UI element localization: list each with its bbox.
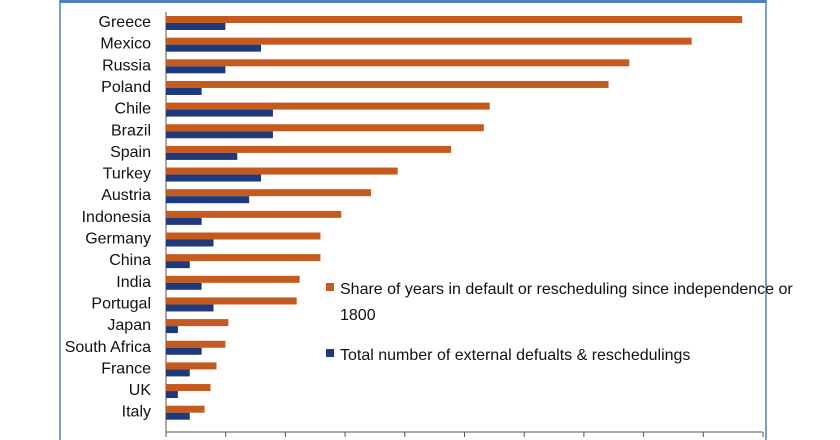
category-label: Greece [99,14,152,31]
category-label: Turkey [103,166,151,183]
bar-defaults-count [166,412,190,420]
bar-share-years [166,145,452,153]
bar-share-years [166,340,226,348]
bar-defaults-count [166,87,202,95]
legend-label-defaults: Total number of external defualts & resc… [340,347,690,364]
bar-share-years [166,189,371,197]
bar-share-years [166,37,692,45]
bar-defaults-count [166,131,273,139]
category-label: Chile [115,101,152,118]
bar-defaults-count [166,23,226,30]
bar-defaults-count [166,66,226,74]
bar-share-years [166,319,229,327]
category-label: India [116,274,151,291]
legend: Share of years in default or reschedulin… [326,281,793,364]
category-label: Poland [101,79,151,96]
category-label: Spain [110,144,151,161]
bars-group [166,16,743,420]
bar-defaults-count [166,391,178,399]
bar-share-years [166,167,398,175]
bar-share-years [166,275,300,283]
legend-swatch-share [326,283,334,291]
category-label: Italy [122,404,151,421]
category-label: China [109,252,151,269]
bar-defaults-count [166,174,262,182]
category-label: Russia [102,57,151,74]
category-label: South Africa [65,339,151,356]
bar-defaults-count [166,196,250,204]
bar-share-years [166,362,217,370]
bar-share-years [166,254,321,262]
category-label: France [101,360,151,377]
bar-defaults-count [166,261,190,269]
bar-share-years [166,232,321,240]
bar-defaults-count [166,369,190,377]
bar-defaults-count [166,239,214,247]
bar-share-years [166,405,205,413]
category-label: UK [129,382,152,399]
category-label: Portugal [91,295,151,312]
x-axis-ticks [165,432,764,437]
bar-defaults-count [166,152,238,160]
category-label: Brazil [111,122,151,139]
bar-share-years [166,102,490,110]
bar-share-years [166,16,743,23]
bar-defaults-count [166,347,202,355]
legend-swatch-defaults [326,349,334,357]
legend-label-share-line1: Share of years in default or reschedulin… [340,281,793,298]
bar-share-years [166,297,297,305]
bar-defaults-count [166,44,262,52]
bar-share-years [166,124,484,132]
category-labels: Greece Mexico Russia Poland Chile Brazil Spain… [65,14,152,421]
bar-defaults-count [166,217,202,225]
bar-defaults-count [166,109,273,117]
bar-share-years [166,210,342,218]
bar-defaults-count [166,326,178,334]
category-label: Austria [101,187,151,204]
category-label: Mexico [100,36,151,53]
bar-defaults-count [166,282,202,290]
category-label: Indonesia [82,209,151,226]
bar-share-years [166,59,630,67]
bar-share-years [166,384,211,392]
bar-share-years [166,80,609,88]
category-label: Japan [107,317,151,334]
legend-label-share-line2: 1800 [340,307,376,324]
category-label: Germany [85,231,151,248]
bar-defaults-count [166,304,214,312]
